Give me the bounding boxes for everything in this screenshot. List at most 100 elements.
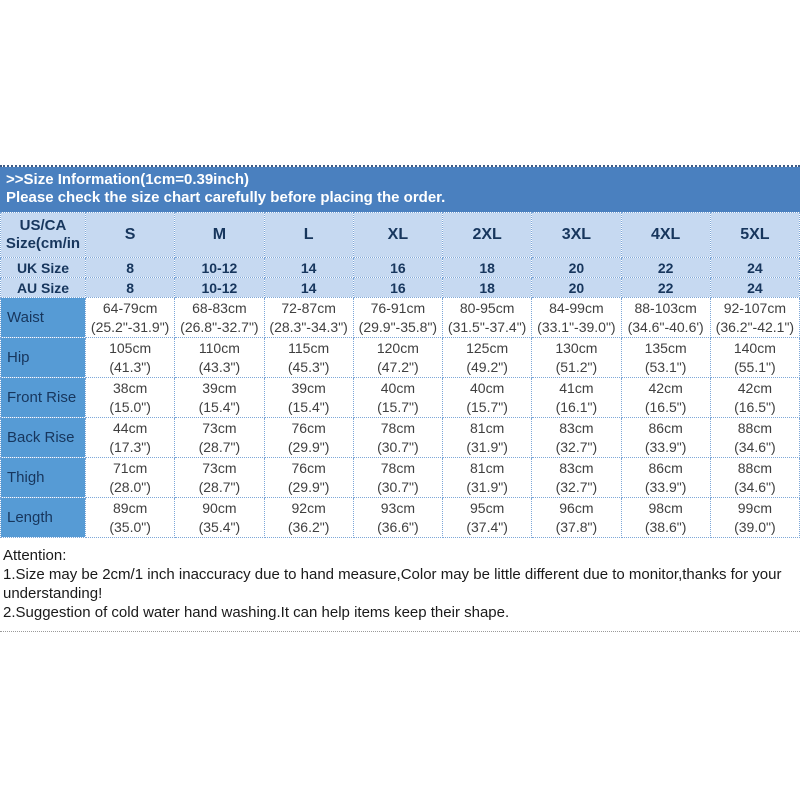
cm-value: 44cm bbox=[113, 419, 148, 436]
cm-value: 130cm bbox=[555, 339, 598, 356]
cm-value: 76-91cm bbox=[370, 299, 426, 316]
table-cell: 38cm (15.0") bbox=[84, 377, 176, 418]
table-cell: 39cm (15.4") bbox=[263, 377, 354, 418]
inch-value: (33.9") bbox=[644, 478, 687, 495]
inch-value: (45.3") bbox=[287, 358, 330, 375]
table-cell: 8 bbox=[84, 257, 176, 278]
cm-value: 78cm bbox=[380, 459, 415, 476]
attention-item-1: 1.Size may be 2cm/1 inch inaccuracy due … bbox=[3, 566, 782, 602]
cm-value: 81cm bbox=[470, 459, 505, 476]
table-cell: 72-87cm (28.3"-34.3") bbox=[263, 297, 354, 338]
table-cell: 88cm (34.6") bbox=[709, 417, 800, 458]
table-cell: 130cm (51.2") bbox=[531, 337, 622, 378]
inch-value: (17.3") bbox=[109, 438, 151, 455]
size-column-header-2xl: 2XL bbox=[441, 212, 533, 258]
size-column-header-xl: XL bbox=[352, 212, 444, 258]
table-cell: 20 bbox=[531, 257, 622, 278]
table-cell: 86cm (33.9") bbox=[620, 417, 711, 458]
inch-value: (28.7") bbox=[198, 438, 241, 455]
cm-value: 99cm bbox=[737, 499, 772, 516]
cm-value: 80-95cm bbox=[459, 299, 515, 316]
table-cell: 24 bbox=[709, 277, 800, 298]
size-info-panel: >>Size Information(1cm=0.39inch) Please … bbox=[0, 165, 800, 632]
inch-value: (55.1") bbox=[734, 358, 776, 375]
attention-section: Attention: 1.Size may be 2cm/1 inch inac… bbox=[3, 546, 795, 622]
inch-value: (53.1") bbox=[644, 358, 687, 375]
cm-value: 88cm bbox=[737, 459, 772, 476]
table-cell: 125cm (49.2") bbox=[441, 337, 533, 378]
cm-value: 90cm bbox=[202, 499, 237, 516]
size-chart-table: US/CA Size(cm/in S M L XL 2XL 3XL 4XL 5X… bbox=[0, 212, 800, 538]
cm-value: 125cm bbox=[466, 339, 509, 356]
cm-value: 135cm bbox=[644, 339, 687, 356]
cm-value: 86cm bbox=[648, 459, 683, 476]
table-cell: 105cm (41.3") bbox=[84, 337, 176, 378]
inch-value: (36.6") bbox=[377, 518, 419, 535]
inch-value: (36.2") bbox=[287, 518, 330, 535]
inch-value: (51.2") bbox=[555, 358, 598, 375]
cm-value: 39cm bbox=[202, 379, 237, 396]
inch-value: (30.7") bbox=[377, 438, 419, 455]
inch-value: (36.2"-42.1") bbox=[715, 318, 795, 335]
cm-value: 98cm bbox=[648, 499, 683, 516]
cm-value: 105cm bbox=[109, 339, 152, 356]
top-dotted-divider bbox=[0, 165, 800, 167]
cm-value: 89cm bbox=[113, 499, 148, 516]
table-cell: 76cm (29.9") bbox=[263, 417, 354, 458]
cm-value: 71cm bbox=[113, 459, 148, 476]
inch-value: (33.1"-39.0") bbox=[537, 318, 616, 335]
inch-value: (29.9") bbox=[287, 438, 330, 455]
inch-value: (37.4") bbox=[466, 518, 508, 535]
inch-value: (29.9") bbox=[287, 478, 330, 495]
cm-value: 40cm bbox=[470, 379, 505, 396]
inch-value: (16.1") bbox=[555, 398, 598, 415]
cm-value: 140cm bbox=[733, 339, 776, 356]
cm-value: 83cm bbox=[559, 419, 594, 436]
inch-value: (25.2"-31.9") bbox=[90, 318, 170, 335]
inch-value: (31.9") bbox=[466, 478, 508, 495]
cm-value: 39cm bbox=[291, 379, 326, 396]
table-cell: 81cm (31.9") bbox=[441, 417, 533, 458]
cm-value: 41cm bbox=[559, 379, 594, 396]
row-label-uk-size: UK Size bbox=[0, 257, 86, 278]
table-cell: 8 bbox=[84, 277, 176, 298]
size-column-header-4xl: 4XL bbox=[620, 212, 711, 258]
inch-value: (28.3"-34.3") bbox=[269, 318, 348, 335]
table-cell: 89cm (35.0") bbox=[84, 497, 176, 538]
table-cell: 42cm (16.5") bbox=[620, 377, 711, 418]
table-cell: 95cm (37.4") bbox=[441, 497, 533, 538]
waist-row: Waist 64-79cm (25.2"-31.9") 68-83cm (26.8"… bbox=[0, 297, 800, 338]
table-cell: 86cm (33.9") bbox=[620, 457, 711, 498]
table-cell: 96cm (37.8") bbox=[531, 497, 622, 538]
cm-value: 76cm bbox=[291, 459, 326, 476]
inch-value: (16.5") bbox=[644, 398, 687, 415]
table-cell: 40cm (15.7") bbox=[352, 377, 444, 418]
inch-value: (26.8"-32.7") bbox=[180, 318, 259, 335]
table-cell: 99cm (39.0") bbox=[709, 497, 800, 538]
table-cell: 18 bbox=[441, 257, 533, 278]
au-size-row: AU Size 8 10-12 14 16 18 20 22 24 bbox=[0, 277, 800, 298]
table-cell: 24 bbox=[709, 257, 800, 278]
table-cell: 88-103cm (34.6"-40.6') bbox=[620, 297, 711, 338]
inch-value: (41.3") bbox=[109, 358, 151, 375]
table-cell: 73cm (28.7") bbox=[174, 417, 265, 458]
table-cell: 76-91cm (29.9"-35.8") bbox=[352, 297, 444, 338]
inch-value: (38.6") bbox=[644, 518, 687, 535]
table-cell: 68-83cm (26.8"-32.7") bbox=[174, 297, 265, 338]
row-label-back-rise: Back Rise bbox=[0, 417, 86, 458]
table-cell: 120cm (47.2") bbox=[352, 337, 444, 378]
inch-value: (35.0") bbox=[109, 518, 151, 535]
corner-line1: US/CA bbox=[19, 217, 67, 234]
table-cell: 83cm (32.7") bbox=[531, 457, 622, 498]
inch-value: (15.7") bbox=[466, 398, 508, 415]
size-column-header-l: L bbox=[263, 212, 354, 258]
table-cell: 40cm (15.7") bbox=[441, 377, 533, 418]
cm-value: 73cm bbox=[202, 419, 237, 436]
size-column-header-m: M bbox=[174, 212, 265, 258]
cm-value: 73cm bbox=[202, 459, 237, 476]
table-cell: 42cm (16.5") bbox=[709, 377, 800, 418]
table-cell: 110cm (43.3") bbox=[174, 337, 265, 378]
table-cell: 22 bbox=[620, 257, 711, 278]
table-cell: 71cm (28.0") bbox=[84, 457, 176, 498]
size-column-header-3xl: 3XL bbox=[531, 212, 622, 258]
